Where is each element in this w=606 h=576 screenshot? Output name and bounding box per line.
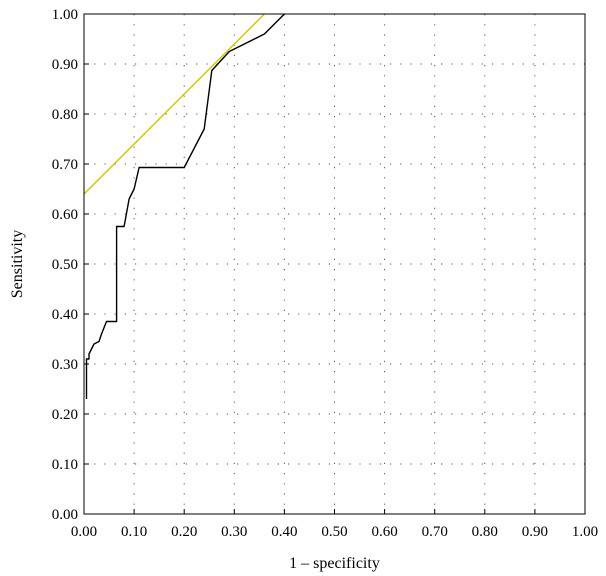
x-tick-label: 0.10: [121, 524, 147, 540]
grid-lines: [84, 14, 585, 514]
x-tick-labels: 0.00 0.10 0.20 0.30 0.40 0.50 0.60 0.70 0.80 0.90…: [71, 524, 598, 540]
y-tick-label: 0.80: [52, 107, 78, 123]
y-tick-label: 0.30: [52, 357, 78, 373]
y-tick-label: 0.90: [52, 57, 78, 73]
y-tick-label: 0.40: [52, 307, 78, 323]
x-tick-label: 0.70: [422, 524, 448, 540]
axis-ticks: [83, 13, 586, 515]
x-tick-label: 0.00: [71, 524, 97, 540]
x-tick-label: 0.20: [171, 524, 197, 540]
x-tick-label: 0.80: [472, 524, 498, 540]
x-tick-label: 0.30: [221, 524, 247, 540]
plot-frame: [83, 13, 586, 515]
x-tick-label: 0.60: [371, 524, 397, 540]
y-tick-label: 0.60: [52, 207, 78, 223]
x-axis-label: 1 – specificity: [289, 555, 380, 572]
y-tick-labels: 0.00 0.10 0.20 0.30 0.40 0.50 0.60 0.70 0.80 0.90…: [52, 7, 78, 523]
reference-line: [83, 13, 265, 195]
y-axis-label: Sensitivity: [9, 230, 26, 298]
y-tick-label: 0.50: [52, 257, 78, 273]
x-tick-label: 1.00: [572, 524, 598, 540]
x-tick-label: 0.50: [321, 524, 347, 540]
y-tick-label: 1.00: [52, 7, 78, 23]
y-tick-label: 0.70: [52, 157, 78, 173]
x-tick-label: 0.90: [522, 524, 548, 540]
x-tick-label: 0.40: [271, 524, 297, 540]
y-tick-label: 0.00: [52, 507, 78, 523]
series-lines: [83, 13, 285, 399]
y-tick-label: 0.10: [52, 457, 78, 473]
y-tick-label: 0.20: [52, 407, 78, 423]
roc-curve-line: [85, 13, 285, 399]
